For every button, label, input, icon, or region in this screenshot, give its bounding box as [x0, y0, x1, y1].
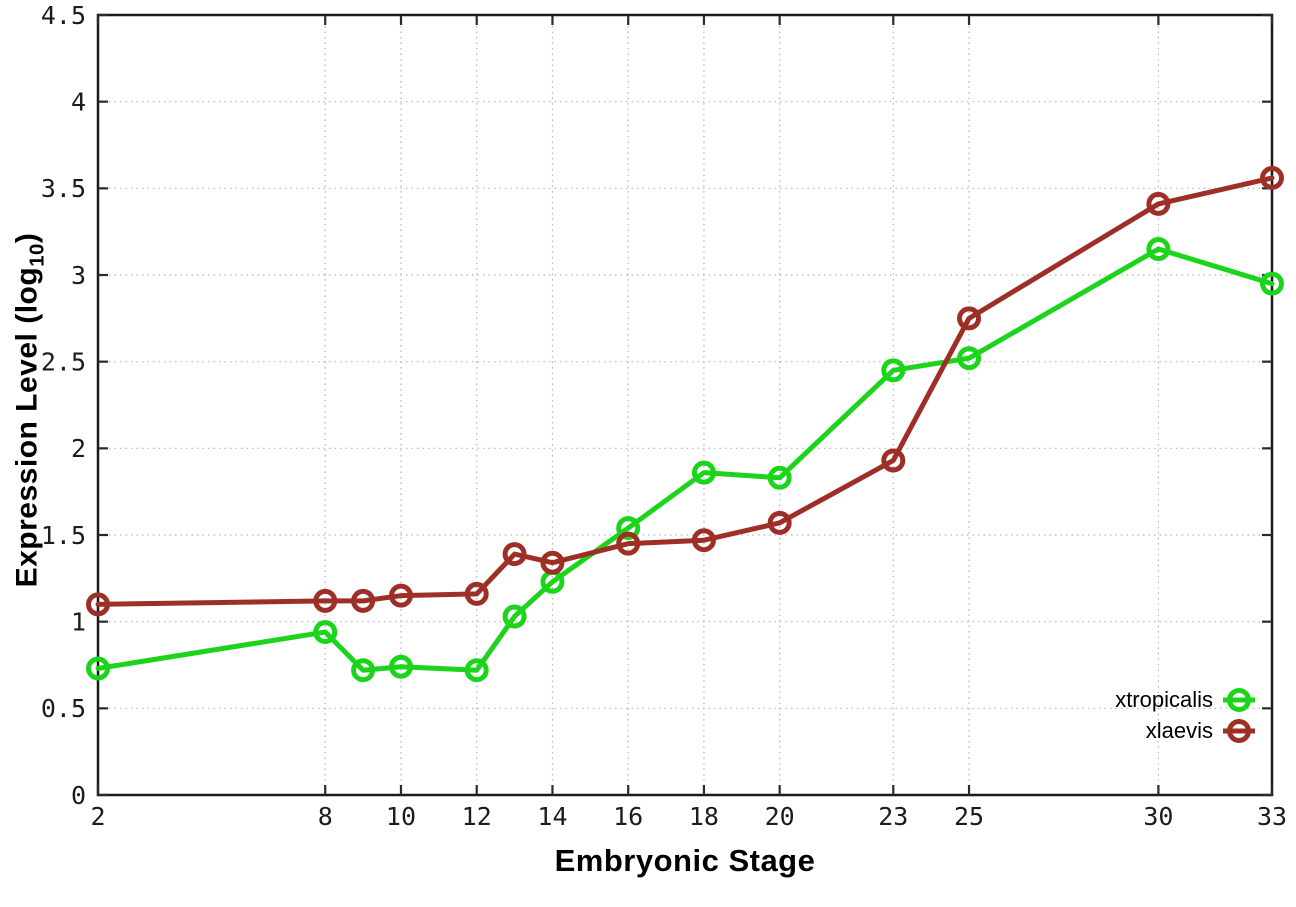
- legend-sample-xlaevis: [1223, 718, 1255, 744]
- x-tick-label: 2: [90, 802, 105, 831]
- data-point-xlaevis: [540, 550, 565, 575]
- legend-circle-marker-icon: [1227, 719, 1251, 743]
- x-tick-label: 14: [537, 802, 567, 831]
- x-tick-label: 23: [878, 802, 908, 831]
- y-tick-label: 1.5: [41, 521, 86, 550]
- x-tick-label: 25: [954, 802, 984, 831]
- y-axis-title-text: Expression Level (log: [10, 266, 44, 588]
- y-tick-label: 4.5: [41, 1, 86, 30]
- data-point-xlaevis: [464, 581, 489, 606]
- y-tick-label: 3.5: [41, 174, 86, 203]
- data-point-xlaevis: [691, 528, 716, 553]
- data-point-xlaevis: [1146, 191, 1171, 216]
- x-axis-title: Embryonic Stage: [554, 843, 816, 878]
- data-point-xlaevis: [351, 588, 376, 613]
- x-tick-label: 8: [318, 802, 333, 831]
- x-tick-label: 18: [689, 802, 719, 831]
- y-tick-label: 3: [71, 261, 86, 290]
- data-point-xlaevis: [957, 306, 982, 331]
- data-point-xtropicalis: [86, 656, 110, 681]
- legend-label-xlaevis: xlaevis: [1145, 718, 1213, 743]
- legend-label-xtropicalis: xtropicalis: [1115, 687, 1213, 712]
- data-point-xtropicalis: [388, 654, 413, 679]
- data-point-xlaevis: [881, 448, 906, 473]
- x-tick-label: 10: [386, 802, 416, 831]
- data-point-xtropicalis: [502, 604, 527, 629]
- data-point-xlaevis: [502, 542, 527, 567]
- data-point-xtropicalis: [616, 516, 641, 541]
- x-tick-label: 20: [765, 802, 795, 831]
- x-tick-label: 33: [1257, 802, 1287, 831]
- y-tick-label: 1: [71, 607, 86, 636]
- data-point-xlaevis: [616, 531, 641, 556]
- plot-border: [96, 13, 1274, 797]
- data-point-xtropicalis: [1146, 237, 1171, 261]
- y-tick-label: 0: [71, 781, 86, 810]
- data-point-xtropicalis: [957, 346, 982, 371]
- series-line-xlaevis: [95, 175, 1275, 607]
- data-point-xtropicalis: [691, 460, 716, 485]
- legend: xtropicalis xlaevis: [1115, 685, 1255, 746]
- x-tick-label: 12: [462, 802, 492, 831]
- data-point-xtropicalis: [767, 465, 792, 490]
- y-tick-label: 4: [71, 87, 86, 116]
- data-point-xlaevis: [1260, 165, 1284, 190]
- data-point-xtropicalis: [881, 358, 906, 383]
- data-point-xlaevis: [313, 588, 338, 613]
- legend-row-xlaevis: xlaevis: [1146, 716, 1255, 746]
- x-tick-label: 16: [613, 802, 643, 831]
- legend-sample-xtropicalis: [1223, 687, 1255, 713]
- data-point-xlaevis: [388, 583, 413, 608]
- y-axis-title-subscript: 10: [26, 243, 49, 267]
- y-axis-title-suffix: ): [10, 232, 44, 244]
- legend-circle-marker-icon: [1227, 688, 1251, 712]
- data-point-xlaevis: [767, 510, 792, 535]
- legend-row-xtropicalis: xtropicalis: [1115, 685, 1255, 715]
- data-point-xtropicalis: [464, 658, 489, 683]
- series-line-xtropicalis: [95, 246, 1275, 673]
- x-tick-label: 30: [1143, 802, 1173, 831]
- data-point-xlaevis: [86, 592, 110, 617]
- y-axis-title: Expression Level (log10): [11, 233, 50, 588]
- data-point-xtropicalis: [1260, 271, 1284, 296]
- y-tick-label: 0.5: [41, 694, 86, 723]
- y-tick-label: 2: [71, 434, 86, 463]
- data-point-xtropicalis: [313, 620, 338, 645]
- data-point-xtropicalis: [351, 658, 376, 683]
- y-tick-label: 2.5: [41, 347, 86, 376]
